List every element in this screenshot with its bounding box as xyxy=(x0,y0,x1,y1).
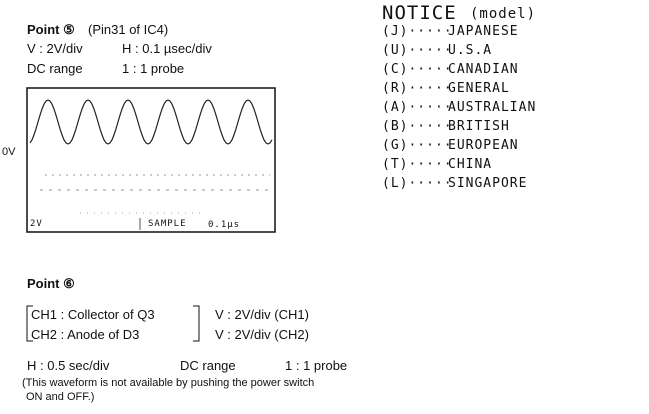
model-code: (U)····· xyxy=(382,43,453,58)
label: DC range xyxy=(180,358,236,373)
drawing xyxy=(0,0,649,414)
model-code: (T)····· xyxy=(382,157,453,172)
note: (This waveform is not available by pushi… xyxy=(22,377,314,389)
model-code: (R)····· xyxy=(382,81,453,96)
model-name: EUROPEAN xyxy=(448,138,519,153)
label: (model) xyxy=(470,6,536,22)
label: 1 : 1 probe xyxy=(122,61,184,76)
label: V : 2V/div (CH2) xyxy=(215,327,309,342)
label: (Pin31 of IC4) xyxy=(88,22,168,37)
model-name: CANADIAN xyxy=(448,62,519,77)
page: {"point5":{"title":"Point ⑤","pin":"(Pin… xyxy=(0,0,649,414)
heading: Point ⑥ xyxy=(27,276,75,292)
label: CH1 : Collector of Q3 xyxy=(31,307,155,322)
model-name: U.S.A xyxy=(448,43,492,58)
label: 0.1µs xyxy=(208,220,240,230)
model-code: (A)····· xyxy=(382,100,453,115)
note: ON and OFF.) xyxy=(26,391,94,403)
label: H : 0.1 µsec/div xyxy=(122,41,212,56)
model-name: BRITISH xyxy=(448,119,510,134)
model-name: AUSTRALIAN xyxy=(448,100,536,115)
bracket xyxy=(193,306,199,341)
label: V : 2V/div (CH1) xyxy=(215,307,309,322)
model-code: (G)····· xyxy=(382,138,453,153)
model-code: (L)····· xyxy=(382,176,453,191)
label: 0V xyxy=(2,146,15,158)
model-code: (B)····· xyxy=(382,119,453,134)
heading: NOTICE xyxy=(382,2,457,24)
model-code: (J)····· xyxy=(382,24,453,39)
label: H : 0.5 sec/div xyxy=(27,358,109,373)
model-name: GENERAL xyxy=(448,81,510,96)
model-code: (C)····· xyxy=(382,62,453,77)
model-name: JAPANESE xyxy=(448,24,519,39)
label: V : 2V/div xyxy=(27,41,83,56)
heading: Point ⑤ xyxy=(27,22,75,38)
label: DC range xyxy=(27,61,83,76)
model-name: CHINA xyxy=(448,157,492,172)
label: 1 : 1 probe xyxy=(285,358,347,373)
model-name: SINGAPORE xyxy=(448,176,527,191)
waveform xyxy=(30,100,272,144)
label: CH2 : Anode of D3 xyxy=(31,327,139,342)
label: 2V xyxy=(30,219,43,229)
label: SAMPLE xyxy=(148,219,187,229)
scope-screen xyxy=(27,88,275,232)
